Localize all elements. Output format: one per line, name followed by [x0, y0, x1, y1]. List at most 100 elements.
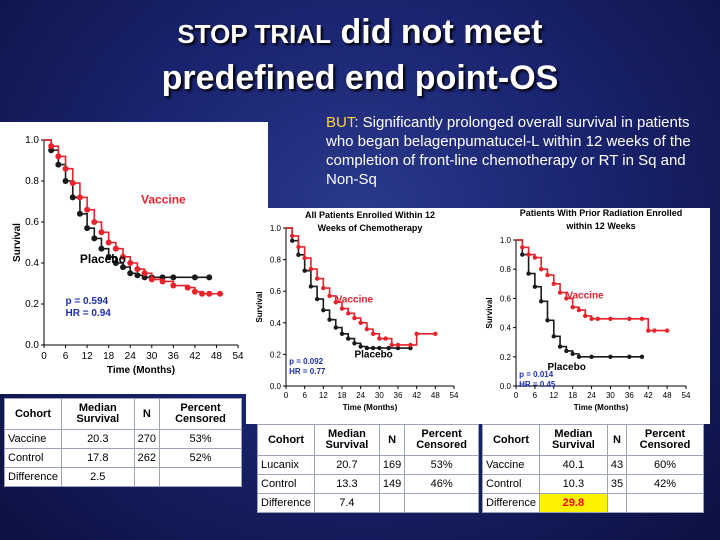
table-cell: Difference [257, 493, 315, 513]
y-axis-label: Survival [12, 223, 23, 262]
data-point-placebo [358, 344, 363, 349]
title-line2: predefined end point-OS [161, 59, 559, 97]
data-point-vaccine [414, 331, 419, 337]
x-tick-label: 30 [375, 391, 384, 400]
y-tick-label: 0.6 [270, 287, 282, 296]
stats-table-3: Cohort Median Survival N Percent Censore… [482, 424, 704, 513]
table-header: Percent Censored [158, 398, 243, 430]
table-row: Control 13.3 149 46% [257, 474, 479, 494]
table-cell: 20.7 [313, 455, 380, 475]
data-point-vaccine [520, 245, 525, 250]
data-point-vaccine [76, 194, 83, 201]
stat-label: p = 0.092 [289, 357, 324, 366]
table-header: Cohort [482, 424, 540, 456]
chart-title: All Patients Enrolled Within 12 [305, 210, 435, 220]
chart-panel-1: 0 6 12 18 24 30 36 42 48 54 0.0 0.2 0.4 0.6 0.8 1.0 Time… [0, 122, 268, 394]
x-tick-label: 12 [82, 351, 94, 362]
table-header: N [606, 424, 628, 456]
data-point-vaccine [408, 342, 413, 348]
data-point-placebo [112, 260, 119, 266]
data-point-placebo [557, 344, 563, 349]
finding-note: BUT: Significantly prolonged overall sur… [326, 113, 716, 189]
data-point-placebo [84, 225, 91, 232]
data-point-vaccine [557, 290, 563, 295]
data-point-placebo [127, 270, 134, 277]
y-tick-label: 1.0 [25, 135, 39, 146]
chart-title: Patients With Prior Radiation Enrolled [520, 208, 682, 218]
x-tick-label: 24 [587, 391, 596, 400]
km-chart-prior-radiation: Patients With Prior Radiation Enrolled wi… [485, 208, 691, 412]
y-axis-label: Survival [485, 297, 494, 328]
data-point-vaccine [159, 278, 166, 285]
table-header: Median Survival [60, 398, 135, 430]
chart-title: Weeks of Chemotherapy [318, 223, 423, 233]
data-point-vaccine [583, 313, 588, 319]
series-line-placebo [286, 227, 411, 349]
table-cell: 43 [606, 455, 628, 475]
x-axis-label: Time (Months) [574, 403, 629, 412]
y-tick-label: 1.0 [500, 236, 512, 245]
data-point-vaccine [352, 315, 357, 321]
data-point-vaccine [389, 342, 394, 348]
data-point-placebo [327, 317, 332, 322]
table-row: Difference 29.8 [482, 493, 704, 513]
x-tick-label: 36 [625, 391, 634, 400]
data-point-placebo [105, 253, 112, 260]
x-tick-label: 24 [125, 351, 137, 362]
x-tick-label: 54 [450, 391, 459, 400]
data-point-placebo [308, 284, 314, 289]
table-cell: 262 [133, 448, 160, 468]
table-header: Percent Censored [626, 424, 704, 456]
x-tick-label: 30 [146, 351, 158, 362]
table-cell [626, 493, 704, 513]
data-point-placebo [333, 325, 338, 330]
data-point-placebo [339, 331, 345, 337]
data-point-placebo [352, 341, 357, 346]
data-point-vaccine [358, 320, 363, 325]
x-tick-label: 24 [356, 391, 365, 400]
chart-panel-2: All Patients Enrolled Within 12 Weeks of … [246, 208, 482, 424]
data-point-vaccine [545, 272, 550, 278]
x-tick-label: 12 [319, 391, 328, 400]
y-tick-label: 0.4 [500, 324, 512, 333]
table-cell: 52% [158, 448, 243, 468]
x-tick-label: 48 [663, 391, 672, 400]
data-point-vaccine [589, 316, 594, 322]
data-point-vaccine [184, 284, 191, 291]
data-point-placebo [191, 274, 198, 281]
data-point-placebo [69, 194, 76, 201]
table-cell: 17.8 [60, 448, 135, 468]
data-point-vaccine [627, 316, 632, 322]
table-cell [133, 467, 160, 487]
table-cell [606, 493, 628, 513]
data-point-vaccine [127, 260, 134, 266]
table-header: N [133, 398, 160, 430]
x-tick-label: 54 [682, 391, 691, 400]
data-point-vaccine [191, 288, 198, 295]
table-header: N [378, 424, 406, 456]
data-point-placebo [589, 354, 594, 359]
stat-label: p = 0.594 [66, 296, 109, 307]
table-cell: 20.3 [60, 429, 135, 449]
data-point-vaccine [383, 336, 388, 341]
x-tick-label: 36 [168, 351, 180, 362]
data-point-vaccine [570, 304, 575, 310]
data-point-vaccine [395, 342, 401, 348]
data-point-vaccine [346, 311, 351, 316]
table-header: Cohort [257, 424, 315, 456]
y-tick-label: 0.8 [500, 265, 512, 274]
data-point-vaccine [98, 229, 105, 236]
data-point-vaccine [91, 219, 98, 225]
stats-table-1: Cohort Median Survival N Percent Censore… [4, 398, 243, 487]
stats-table-2: Cohort Median Survival N Percent Censore… [257, 424, 479, 513]
data-point-placebo [532, 284, 538, 289]
series-line-vaccine [44, 139, 221, 295]
data-point-placebo [570, 351, 575, 357]
data-point-placebo [141, 274, 148, 281]
y-tick-label: 1.0 [270, 224, 282, 233]
x-tick-label: 42 [644, 391, 653, 400]
data-point-vaccine [48, 143, 55, 150]
y-tick-label: 0.8 [270, 256, 282, 265]
series-label-vaccine: Vaccine [566, 290, 604, 301]
y-tick-label: 0.0 [270, 382, 282, 391]
